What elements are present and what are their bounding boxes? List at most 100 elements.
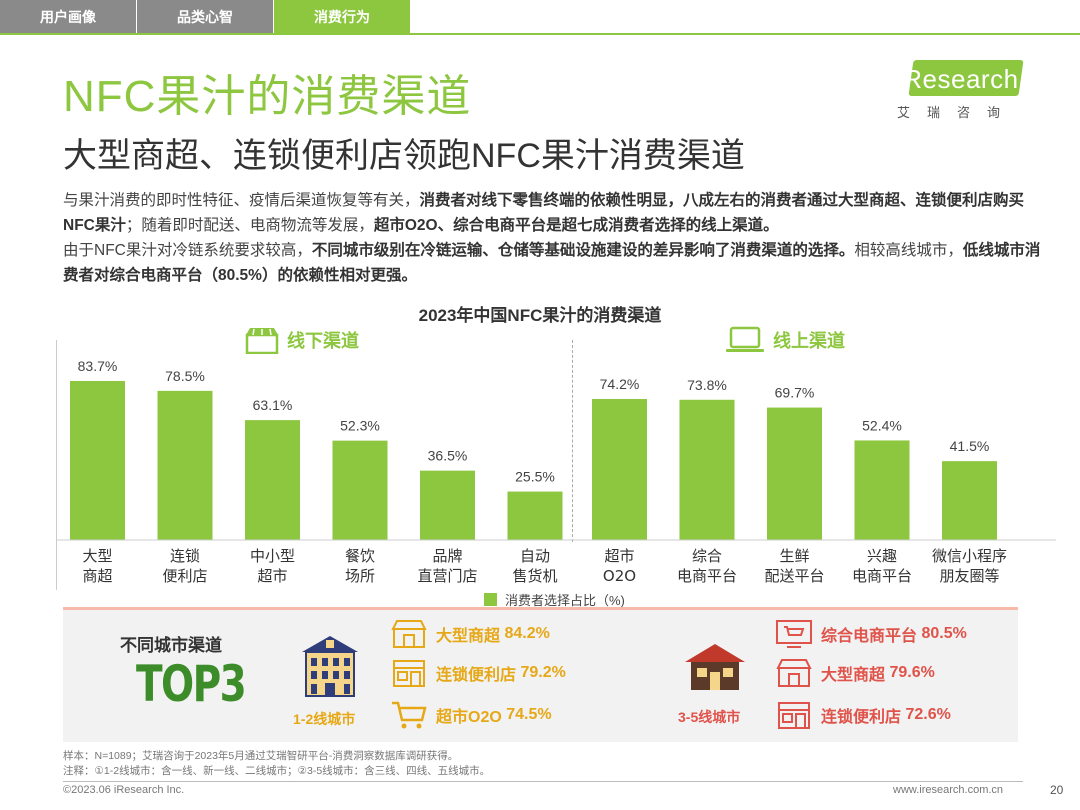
category-label: 商超	[82, 567, 112, 585]
category-label: 电商平台	[852, 567, 912, 585]
category-label: 中小型	[250, 547, 295, 565]
copyright: ©2023.06 iResearch Inc.	[63, 784, 185, 796]
category-label: 直营门店	[417, 567, 477, 585]
tier1-label: 1-2线城市	[293, 711, 356, 727]
category-label: 微信小程序	[932, 547, 1007, 565]
bar	[420, 470, 475, 540]
bar-value-label: 63.1%	[253, 397, 293, 413]
bar-value-label: 36.5%	[428, 448, 468, 464]
footer-divider	[63, 781, 1023, 782]
category-label: 兴趣	[867, 547, 897, 565]
offline-label-text: 线下渠道	[287, 331, 359, 351]
bar	[245, 420, 300, 540]
sample-note: 样本：N=1089；艾瑞咨询于2023年5月通过艾瑞智研平台-消费洞察数据库调研…	[63, 750, 459, 762]
rank-name: 超市O2O	[436, 709, 502, 726]
category-label: 便利店	[162, 567, 207, 585]
online-section-label: 线上渠道	[725, 326, 845, 354]
category-label: O2O	[603, 567, 636, 585]
para-bold: 超市O2O、综合电商平台是超七成消费者选择的线上渠道。	[373, 217, 779, 234]
panel-accent	[63, 607, 1018, 610]
convenience-store-icon	[778, 702, 810, 729]
rank-value: 79.6%	[889, 664, 935, 681]
convenience-store-icon	[393, 660, 425, 687]
category-label: 售货机	[512, 567, 557, 585]
tab-consumer-behavior[interactable]: 消费行为	[274, 0, 410, 33]
para-text: 与果汁消费的即时性特征、疫情后渠道恢复等有关，	[63, 192, 420, 209]
rank-name: 连锁便利店	[821, 709, 902, 726]
bar	[332, 440, 388, 540]
bar-value-label: 73.8%	[687, 377, 727, 393]
logo-subtitle: 艾瑞咨询	[897, 105, 1018, 120]
tier1-rank-2: 连锁便利店 79.2%	[390, 658, 566, 688]
bar	[942, 461, 997, 540]
rank-name: 连锁便利店	[436, 667, 517, 684]
bar	[507, 491, 563, 540]
category-label: 餐饮	[345, 547, 375, 565]
chart-frame	[56, 340, 1056, 590]
laptop-icon	[726, 326, 764, 352]
page-number: 20	[1050, 783, 1064, 797]
intro-paragraph: 与果汁消费的即时性特征、疫情后渠道恢复等有关，消费者对线下零售终端的依赖性明显，…	[63, 188, 1053, 288]
shopping-cart-icon	[392, 701, 427, 729]
tab-category-mind[interactable]: 品类心智	[137, 0, 273, 33]
bar	[854, 440, 910, 540]
cities-label: 不同城市渠道	[120, 636, 222, 655]
tab-underline	[0, 33, 1080, 35]
bar	[157, 390, 213, 540]
offline-section-label: 线下渠道	[245, 326, 359, 354]
logo-brand: iResearch	[897, 64, 1019, 94]
online-shop-icon	[776, 620, 812, 648]
chart-legend: 消费者选择占比（%)	[484, 590, 625, 609]
category-label: 电商平台	[677, 567, 737, 585]
bar	[679, 399, 735, 540]
website-url[interactable]: www.iresearch.com.cn	[893, 784, 1004, 796]
category-label: 朋友圈等	[939, 567, 999, 585]
rank-value: 84.2%	[504, 625, 550, 642]
para-text: ；随着即时配送、电商物流等发展，	[125, 217, 374, 234]
tier2-rank-1: 综合电商平台 80.5%	[775, 619, 967, 649]
tier1-rank-1: 大型商超 84.2%	[390, 619, 550, 649]
rank-name: 大型商超	[821, 667, 886, 684]
house-icon	[685, 644, 745, 690]
bar-value-label: 83.7%	[78, 358, 118, 374]
para-bold: 低线城市消费者对综合电商平台（80.5%）的依赖性相对更强。	[63, 242, 1041, 284]
city-channels-panel	[63, 607, 1018, 742]
bar-value-label: 69.7%	[775, 385, 815, 401]
para-bold: 不同城市级别在冷链运输、仓储等基础设施建设的差异影响了消费渠道的选择。	[311, 242, 855, 259]
category-label: 大型	[82, 547, 112, 565]
legend-swatch	[484, 593, 497, 606]
rank-value: 72.6%	[905, 706, 951, 723]
category-label: 自动	[520, 547, 550, 565]
category-label: 超市	[604, 547, 634, 565]
category-label: 生鲜	[779, 547, 809, 565]
rank-value: 79.2%	[520, 664, 566, 681]
tier2-rank-3: 连锁便利店 72.6%	[775, 700, 951, 730]
storefront-icon	[245, 328, 279, 354]
rank-name: 大型商超	[436, 628, 501, 645]
para-bold: 消费者对线下零售终端的依赖性明显，八成左右的消费者通过大型商超、连锁便利店购买N…	[63, 192, 1025, 234]
online-label-text: 线上渠道	[773, 331, 845, 351]
category-label: 配送平台	[764, 567, 824, 585]
para-text: 由于NFC果汁对冷链系统要求较高，	[63, 242, 312, 259]
legend-label: 消费者选择占比（%)	[505, 593, 625, 608]
tier1-rank-3: 超市O2O 74.5%	[390, 700, 552, 730]
page-subtitle: 大型商超、连锁便利店领跑NFC果汁消费渠道	[63, 137, 745, 175]
store-icon	[391, 620, 427, 648]
category-label: 场所	[345, 567, 375, 585]
category-label: 超市	[257, 567, 287, 585]
bar	[70, 380, 125, 540]
chart-divider	[572, 340, 573, 542]
iresearch-logo: iResearch 艾瑞咨询	[893, 58, 1028, 120]
store-icon	[776, 659, 812, 687]
rank-value: 80.5%	[921, 625, 967, 642]
top3-badge: TOP3	[136, 655, 247, 713]
page-title: NFC果汁的消费渠道	[63, 72, 472, 121]
para-text: 相较高线城市，	[854, 242, 963, 259]
bar-value-label: 74.2%	[600, 376, 640, 392]
tab-user-profile[interactable]: 用户画像	[0, 0, 136, 33]
rank-name: 综合电商平台	[821, 628, 918, 645]
tier2-label: 3-5线城市	[678, 709, 741, 725]
footnote: 注释：①1-2线城市：含一线、新一线、二线城市；②3-5线城市：含三线、四线、五…	[63, 765, 491, 777]
rank-value: 74.5%	[506, 706, 552, 723]
